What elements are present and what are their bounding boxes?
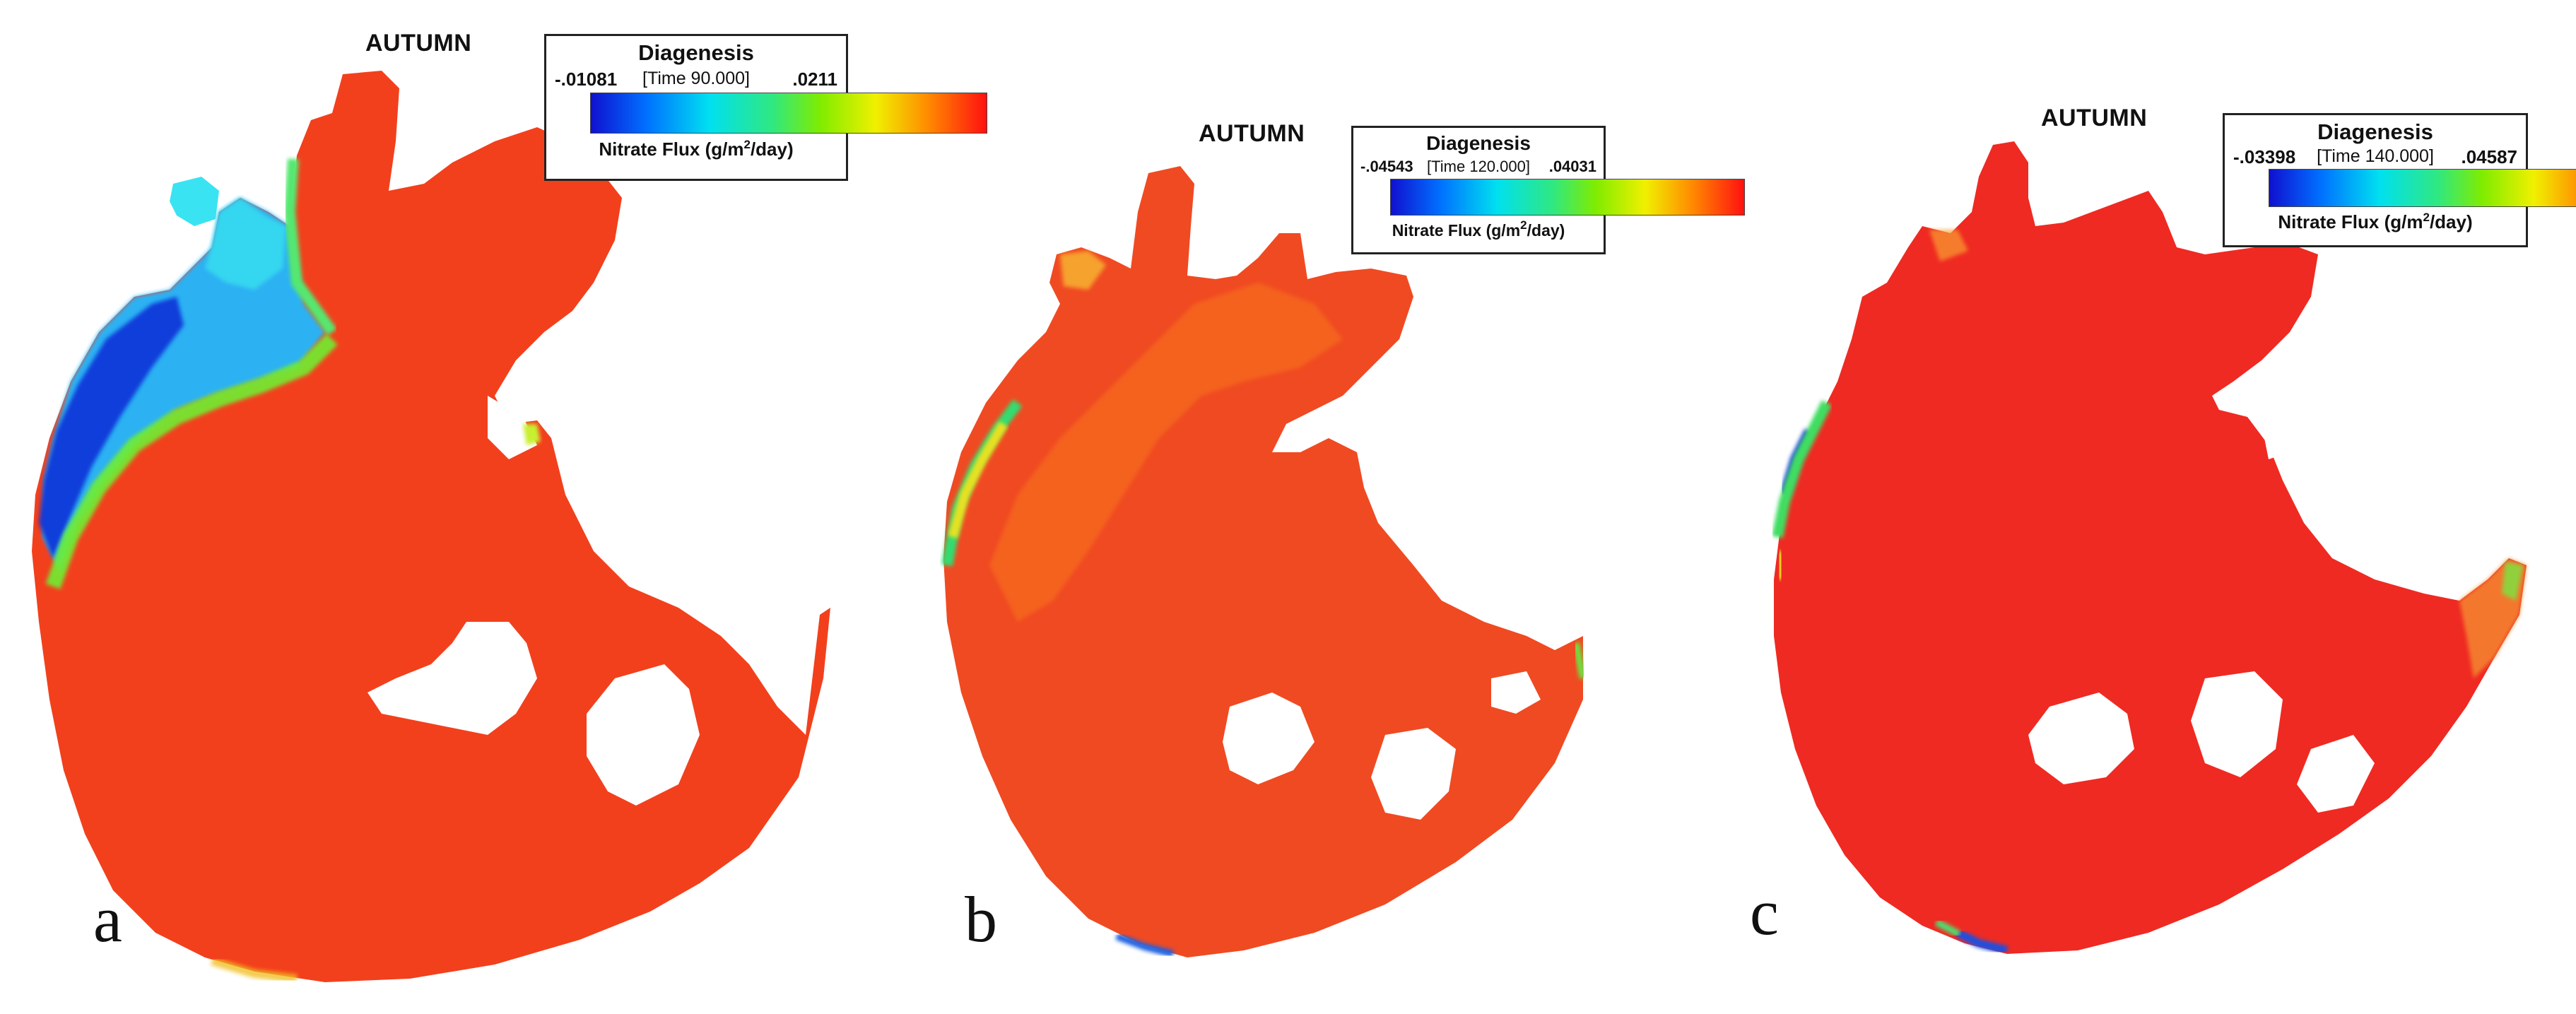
orange-texture [989,283,1343,622]
legend-min-value: -.01081 [555,69,618,90]
lake-region [32,71,830,982]
green-edge [1772,400,1833,538]
island-2 [587,664,700,806]
legend-min-value: -.03398 [2233,146,2296,167]
island-4 [2297,735,2375,813]
panel-letter: a [93,883,122,955]
green-arm-edge [283,158,337,336]
legend-color-bar [590,93,987,134]
nitrate-flux-map-b [941,166,1587,957]
island-3 [488,396,537,459]
yellow-spot [523,424,541,445]
legend-color-bar [2269,169,2576,207]
southeast-green [2502,562,2523,601]
eastern-edge [1572,642,1587,679]
map-panel-c: AUTUMN Diagenesis -.03398 [Time 140.000]… [1696,0,2576,1014]
southern-edge [1955,928,2009,955]
legend-max-value: .0211 [792,69,837,90]
season-title: AUTUMN [1199,120,1305,147]
legend-max-value: .04587 [2461,146,2517,167]
southern-edge [211,957,298,983]
southern-edge [1115,933,1175,957]
legend-color-bar [1390,179,1745,216]
panel-letter: b [965,883,997,955]
southern-green [1934,919,1961,938]
panel-letter: c [1750,876,1779,948]
legend-unit: Nitrate Flux (g/m2/day) [2278,211,2473,232]
legend-unit: Nitrate Flux (g/m2/day) [1392,218,1565,240]
season-title: AUTUMN [365,30,472,57]
island-3 [2262,424,2290,459]
lowest-flux-edge [39,297,184,558]
legend-title: Diagenesis [1426,132,1531,154]
nitrate-flux-map-c [1772,141,2527,955]
legend-time: [Time 120.000] [1427,158,1530,175]
legend-time: [Time 90.000] [642,69,750,88]
map-panel-a: AUTUMN Diagenesis -.01081 [Time 90.000] … [0,0,987,1014]
nitrate-flux-map-a [32,71,830,983]
legend-title: Diagenesis [2317,119,2433,144]
legend-max-value: .04031 [1548,158,1596,175]
map-panel-b: AUTUMN Diagenesis -.04543 [Time 120.000]… [876,0,1745,1014]
low-flux-edge [42,198,325,572]
yellow-edge [1775,550,1786,580]
season-title: AUTUMN [2041,105,2148,131]
transition-band [45,334,338,589]
island-1 [2028,692,2134,784]
legend-min-value: -.04543 [1360,158,1413,175]
island-3 [1491,671,1541,714]
low-flux-tip [205,198,286,290]
lake-region [1774,141,2527,954]
cyan-tip [170,177,219,226]
yellow-edge [948,421,1008,538]
legend-title: Diagenesis [638,40,754,65]
island-1 [1223,692,1315,784]
legend: Diagenesis -.03398 [Time 140.000] .04587… [2223,113,2576,247]
island-1 [367,622,537,735]
legend-time: [Time 140.000] [2317,146,2434,166]
legend-unit: Nitrate Flux (g/m2/day) [599,138,794,160]
legend: Diagenesis -.01081 [Time 90.000] .0211 N… [544,34,987,181]
island-2 [1371,728,1456,820]
orange-tip [1929,230,1968,261]
orange-tip [1060,251,1106,290]
legend: Diagenesis -.04543 [Time 120.000] .04031… [1351,126,1745,254]
island-2 [2191,671,2283,777]
